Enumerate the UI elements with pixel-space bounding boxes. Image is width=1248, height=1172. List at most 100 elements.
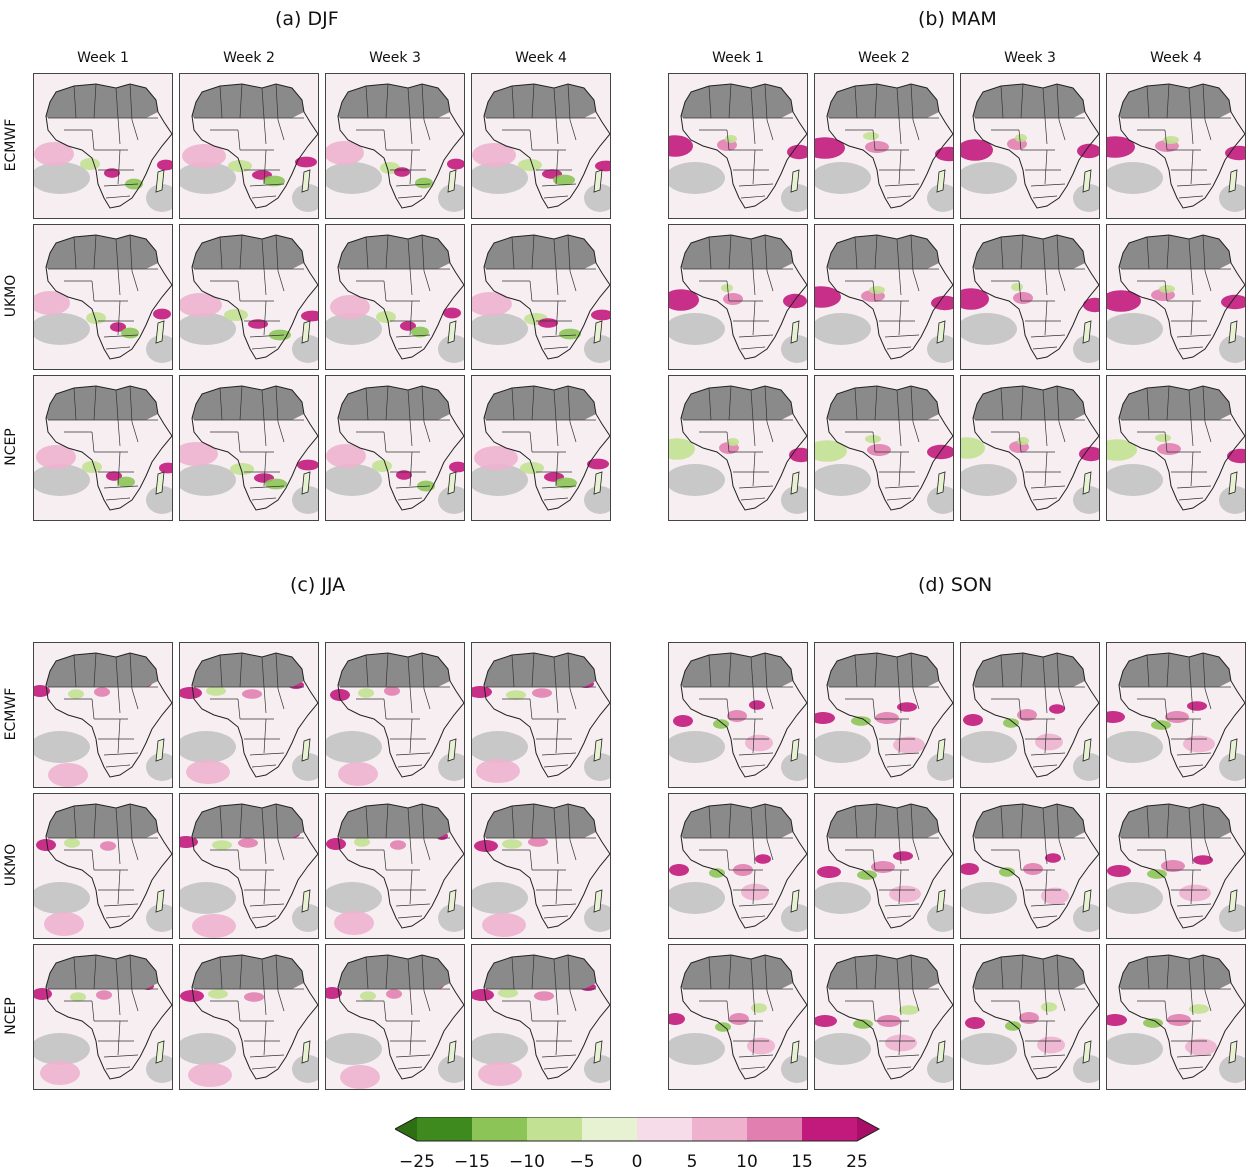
country-border [1166, 652, 1170, 688]
country-border [1188, 238, 1192, 270]
map-cell [179, 642, 319, 788]
anomaly-patch [669, 1013, 685, 1025]
africa-map [1107, 945, 1245, 1089]
africa-coastline [1118, 954, 1245, 1080]
country-border [397, 497, 423, 501]
country-border [1164, 698, 1168, 720]
masked-region [34, 162, 90, 194]
country-border [423, 688, 431, 710]
sahara-masked-land [338, 84, 450, 118]
country-border [529, 431, 533, 453]
country-border [407, 87, 411, 119]
africa-coastline [680, 954, 807, 1080]
anomaly-patch [709, 868, 725, 878]
country-border [738, 903, 774, 907]
anomaly-patch [889, 885, 921, 903]
sahara-masked-land [973, 955, 1085, 989]
country-border [898, 451, 902, 487]
country-border [543, 764, 569, 768]
country-border [728, 954, 732, 990]
masked-region [326, 313, 382, 345]
country-border [263, 686, 267, 714]
country-border [910, 385, 914, 423]
masked-region [1219, 753, 1245, 781]
madagascar [301, 889, 311, 913]
anomaly-patch [1003, 718, 1019, 728]
map-cell [960, 73, 1100, 219]
country-border [541, 485, 577, 489]
anomaly-patch [104, 168, 120, 178]
country-border [884, 334, 920, 338]
sahara-masked-land [1119, 386, 1231, 420]
country-border [409, 718, 413, 754]
country-border [1044, 1020, 1048, 1056]
country-border [117, 149, 121, 185]
map-cell [668, 73, 808, 219]
anomaly-patch [789, 447, 807, 463]
country-border [1056, 803, 1060, 841]
country-border [103, 752, 139, 756]
africa-coastline [1118, 385, 1245, 511]
anomaly-patch [863, 132, 879, 140]
masked-region [669, 1033, 725, 1065]
masked-region [472, 162, 528, 194]
country-border [1202, 234, 1206, 272]
country-border [854, 956, 858, 990]
africa-coastline [191, 234, 318, 360]
anomaly-patch [1041, 887, 1069, 905]
country-border [569, 839, 577, 861]
country-border [409, 419, 413, 447]
sahara-masked-land [46, 955, 158, 989]
anomaly-patch [449, 461, 464, 473]
country-border [1146, 805, 1150, 839]
africa-coastline [1118, 803, 1245, 929]
masked-region [326, 1033, 382, 1065]
country-border [263, 268, 267, 296]
map-cell [179, 944, 319, 1090]
masked-region [815, 313, 871, 345]
country-border [555, 869, 559, 905]
colorbar-tick-label: 5 [686, 1152, 698, 1172]
country-border [1044, 869, 1048, 905]
country-border [117, 869, 121, 905]
sahara-masked-land [973, 804, 1085, 838]
country-border [1188, 958, 1192, 990]
country-border [1176, 183, 1212, 187]
colorbar-tick-label: 10 [736, 1152, 758, 1172]
country-border [1032, 497, 1058, 501]
anomaly-patch [474, 840, 498, 852]
country-border [1056, 83, 1060, 121]
week-label: Week 2 [858, 50, 910, 66]
country-border [277, 270, 285, 292]
map-cell [471, 793, 611, 939]
masked-region [815, 162, 871, 194]
map-cell [960, 375, 1100, 521]
sahara-masked-land [1119, 804, 1231, 838]
country-border [105, 915, 131, 919]
country-border [117, 988, 121, 1016]
africa-map [815, 225, 953, 369]
country-border [409, 268, 413, 296]
masked-region [438, 753, 464, 781]
country-border [1166, 385, 1170, 421]
country-border [1178, 915, 1204, 919]
country-border [708, 387, 712, 421]
masked-region [438, 1055, 464, 1083]
country-border [752, 837, 756, 865]
anomaly-patch [182, 144, 226, 168]
country-border [263, 419, 267, 447]
africa-coastline [337, 954, 464, 1080]
masked-region [34, 464, 90, 496]
country-border [569, 688, 577, 710]
country-border [764, 385, 768, 423]
anomaly-patch [96, 990, 112, 1000]
madagascar [155, 1040, 165, 1064]
colorbar-tick-label: 15 [791, 1152, 813, 1172]
sahara-masked-land [1119, 235, 1231, 269]
masked-region [146, 486, 172, 514]
anomaly-patch [1183, 735, 1215, 753]
africa-map [669, 376, 807, 520]
model-label: NCEP [3, 428, 19, 466]
country-border [1164, 1000, 1168, 1022]
map-cell [668, 224, 808, 370]
